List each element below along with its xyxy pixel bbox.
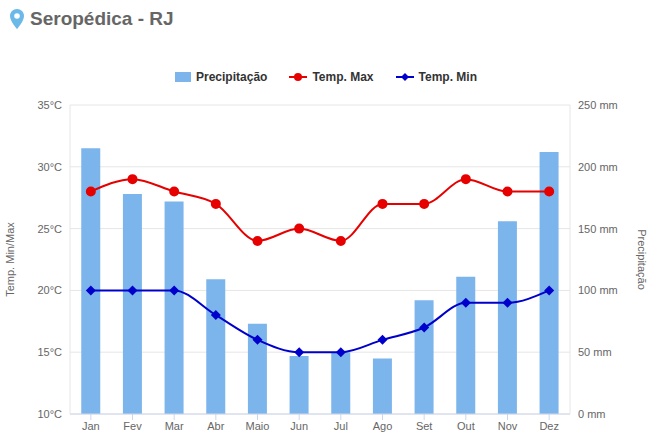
svg-text:Abr: Abr — [207, 420, 224, 432]
svg-text:30°C: 30°C — [37, 161, 62, 173]
svg-text:100 mm: 100 mm — [578, 284, 618, 296]
svg-text:Dez: Dez — [539, 420, 559, 432]
svg-text:50 mm: 50 mm — [578, 346, 612, 358]
svg-text:10°C: 10°C — [37, 408, 62, 420]
svg-text:Jun: Jun — [290, 420, 308, 432]
html-text:Seropédica - RJ: Seropédica - RJ — [30, 8, 174, 29]
svg-text:Jan: Jan — [82, 420, 100, 432]
svg-text:0 mm: 0 mm — [578, 408, 606, 420]
html-text:Temp. Min: Temp. Min — [418, 70, 477, 84]
svg-text:35°C: 35°C — [37, 99, 62, 111]
svg-text:15°C: 15°C — [37, 346, 62, 358]
svg-text:Set: Set — [416, 420, 433, 432]
svg-text:Nov: Nov — [498, 420, 518, 432]
svg-text:250 mm: 250 mm — [578, 99, 618, 111]
svg-text:150 mm: 150 mm — [578, 223, 618, 235]
svg-text:Ago: Ago — [373, 420, 393, 432]
svg-text:Temp. Min/Max: Temp. Min/Max — [8, 222, 16, 297]
svg-text:Fev: Fev — [123, 420, 142, 432]
svg-text:Mar: Mar — [165, 420, 184, 432]
svg-text:25°C: 25°C — [37, 223, 62, 235]
svg-text:20°C: 20°C — [37, 284, 62, 296]
svg-text:Precipitação: Precipitação — [636, 229, 644, 290]
html-text:Temp. Max: Temp. Max — [312, 70, 374, 84]
html-text:Precipitação: Precipitação — [196, 70, 268, 84]
svg-text:Jul: Jul — [334, 420, 348, 432]
svg-text:Maio: Maio — [246, 420, 270, 432]
svg-text:200 mm: 200 mm — [578, 161, 618, 173]
svg-text:Out: Out — [457, 420, 475, 432]
